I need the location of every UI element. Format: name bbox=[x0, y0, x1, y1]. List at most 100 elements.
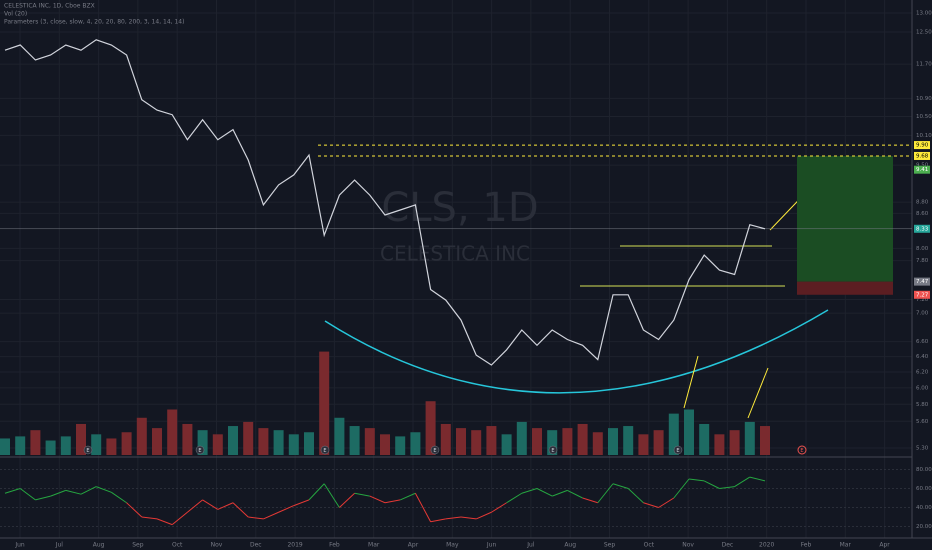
volume-bar bbox=[562, 428, 573, 455]
volume-bar bbox=[471, 430, 482, 455]
x-tick-label: Apr bbox=[408, 542, 419, 549]
rsi-tick-label: 40.00 bbox=[916, 505, 932, 511]
rsi-segment bbox=[96, 486, 112, 493]
x-tick-label: Feb bbox=[329, 542, 340, 549]
volume-bar bbox=[319, 351, 330, 455]
arrow bbox=[747, 367, 769, 419]
price-tag-label: 9.90 bbox=[916, 143, 929, 149]
volume-bar bbox=[395, 436, 406, 455]
earnings-marker bbox=[797, 445, 807, 455]
volume-bar bbox=[501, 434, 512, 455]
y-tick-label: 10.90 bbox=[916, 96, 932, 102]
rsi-segment bbox=[734, 476, 751, 488]
cup-arc bbox=[324, 309, 829, 394]
volume-bar bbox=[668, 413, 679, 455]
x-tick-label: Oct bbox=[644, 542, 655, 549]
rsi-segment bbox=[278, 505, 295, 513]
rsi-segment bbox=[658, 497, 675, 508]
rsi-segment bbox=[126, 502, 143, 518]
rsi-segment bbox=[475, 511, 492, 520]
y-tick-label: 7.20 bbox=[916, 297, 929, 303]
volume-bar bbox=[334, 417, 345, 455]
x-tick-label: Nov bbox=[211, 542, 223, 549]
y-tick-label: 8.00 bbox=[916, 246, 929, 252]
rsi-segment bbox=[506, 492, 523, 504]
volume-bar bbox=[182, 423, 193, 455]
rsi-segment bbox=[688, 478, 705, 482]
rsi-tick-label: 60.00 bbox=[916, 486, 932, 492]
y-tick-label: 6.40 bbox=[916, 354, 929, 360]
price-tag-label: 7.27 bbox=[916, 292, 929, 298]
volume-bar bbox=[592, 432, 603, 455]
volume-bar bbox=[212, 434, 223, 455]
volume-bar bbox=[744, 421, 755, 455]
earnings-label: E bbox=[433, 448, 436, 454]
volume-bar bbox=[623, 426, 634, 455]
price-tag-label: 8.33 bbox=[916, 226, 929, 232]
volume-bar bbox=[516, 421, 527, 455]
earnings-label: E bbox=[800, 448, 803, 454]
y-tick-label: 8.80 bbox=[916, 200, 929, 206]
rsi-segment bbox=[384, 499, 401, 504]
volume-bar bbox=[273, 430, 284, 455]
earnings-marker bbox=[673, 445, 683, 455]
price-tag bbox=[914, 141, 930, 150]
rsi-segment bbox=[552, 489, 568, 497]
x-tick-label: Oct bbox=[172, 542, 183, 549]
watermark-subtitle: CELESTICA INC bbox=[380, 242, 530, 266]
rsi-segment bbox=[339, 492, 355, 508]
rsi-segment bbox=[141, 516, 158, 520]
rsi-segment bbox=[719, 486, 735, 489]
x-tick-label: Mar bbox=[840, 542, 852, 549]
rsi-segment bbox=[308, 483, 325, 501]
x-tick-label: Mar bbox=[368, 542, 380, 549]
rsi-segment bbox=[567, 489, 583, 499]
rsi-segment bbox=[673, 478, 690, 499]
volume-bar bbox=[486, 426, 497, 455]
price-line bbox=[4, 39, 766, 366]
y-tick-label: 5.80 bbox=[916, 402, 929, 408]
volume-bar bbox=[729, 430, 740, 455]
volume-label: Vol (20) bbox=[4, 11, 27, 18]
earnings-marker bbox=[548, 445, 558, 455]
rsi-segment bbox=[354, 492, 370, 497]
y-tick-label: 7.00 bbox=[916, 311, 929, 317]
volume-bar bbox=[258, 428, 269, 455]
earnings-label: E bbox=[86, 448, 89, 454]
earnings-marker bbox=[430, 445, 440, 455]
rsi-tick-label: 80.00 bbox=[916, 467, 932, 473]
rsi-segment bbox=[399, 492, 416, 501]
volume-bar bbox=[121, 432, 132, 455]
y-tick-label: 5.60 bbox=[916, 419, 929, 425]
y-tick-label: 6.20 bbox=[916, 369, 929, 375]
x-tick-label: Jul bbox=[526, 542, 535, 549]
rsi-segment bbox=[65, 489, 82, 495]
price-tag bbox=[914, 224, 930, 233]
x-tick-label: May bbox=[446, 542, 459, 549]
price-tag bbox=[914, 277, 930, 286]
volume-bar bbox=[228, 426, 238, 455]
y-tick-label: 5.30 bbox=[916, 446, 929, 452]
rsi-segment bbox=[749, 476, 766, 482]
volume-bar bbox=[0, 438, 10, 455]
volume-bar bbox=[136, 417, 147, 455]
price-tag-label: 9.68 bbox=[916, 153, 929, 159]
volume-bar bbox=[76, 423, 86, 455]
rsi-segment bbox=[445, 516, 462, 520]
rsi-segment bbox=[491, 502, 507, 513]
volume-bar bbox=[410, 432, 421, 455]
volume-bar bbox=[91, 434, 102, 455]
rsi-segment bbox=[263, 511, 279, 520]
volume-bar bbox=[167, 409, 178, 455]
volume-bar bbox=[608, 428, 618, 455]
volume-bar bbox=[760, 426, 770, 455]
volume-bar bbox=[197, 430, 208, 455]
rsi-segment bbox=[248, 516, 264, 520]
indicator-label: Parameters (3, close, slow, 4, 20, 20, 8… bbox=[4, 19, 184, 26]
y-tick-label: 6.00 bbox=[916, 385, 929, 391]
y-tick-label: 9.50 bbox=[916, 163, 929, 169]
y-tick-label: 12.50 bbox=[916, 30, 932, 36]
x-tick-label: 2019 bbox=[287, 542, 302, 549]
volume-bar bbox=[364, 428, 375, 455]
x-tick-label: Feb bbox=[801, 542, 812, 549]
